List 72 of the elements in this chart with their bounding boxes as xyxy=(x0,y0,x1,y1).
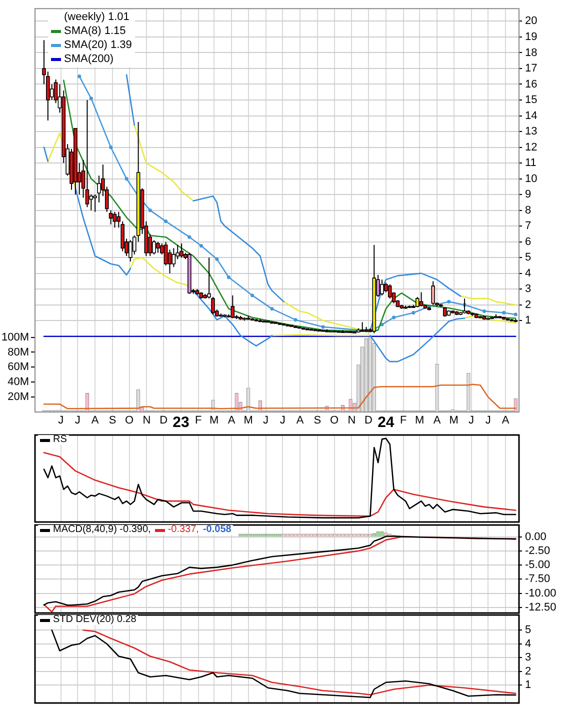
x-tick-label: D xyxy=(160,414,168,427)
y-tick-label: 18 xyxy=(525,46,538,59)
y2-tick-label: 60M xyxy=(8,361,29,374)
x-tick-label: A xyxy=(228,414,236,427)
y-tick-label: 12 xyxy=(525,141,538,154)
y-tick-label: -10.00 xyxy=(525,587,556,600)
y-tick-label: -2.50 xyxy=(525,544,550,557)
x-tick-label: A xyxy=(296,414,304,427)
x-tick-label: S xyxy=(108,414,116,427)
legend-label: MACD(8,40,9) -0.390, xyxy=(53,524,151,535)
y-tick-label: 5 xyxy=(525,252,532,264)
y-tick-label: 3 xyxy=(525,652,532,664)
y2-tick-label: 100M xyxy=(1,331,29,344)
y-tick-label: -7.50 xyxy=(525,573,550,586)
x-tick-label: J xyxy=(485,414,491,427)
x-tick-label: M xyxy=(415,414,424,427)
x-tick-label: M xyxy=(210,414,219,427)
y-tick-label: 4 xyxy=(525,267,532,280)
y-tick-label: 4 xyxy=(525,638,532,650)
y-tick-label: -5.00 xyxy=(525,559,550,572)
x-tick-label: O xyxy=(125,414,134,427)
x-tick-label: J xyxy=(280,414,286,427)
y-tick-label: 9 xyxy=(525,188,532,201)
legend-label: -0.337, xyxy=(168,524,199,535)
y-tick-label: 19 xyxy=(525,30,538,43)
x-tick-label: D xyxy=(364,414,373,427)
x-tick-label: F xyxy=(195,414,202,427)
y-tick-label: 1 xyxy=(525,679,532,692)
y-tick-label: 8 xyxy=(525,204,532,216)
y-tick-label: 10 xyxy=(525,172,538,185)
x-tick-label: O xyxy=(330,414,339,427)
y-tick-label: 14 xyxy=(525,110,538,122)
y-tick-label: 1 xyxy=(525,314,532,327)
y-tick-label: 3 xyxy=(525,283,532,296)
y-tick-label: 20 xyxy=(525,15,538,28)
x-tick-label: A xyxy=(91,414,100,427)
x-tick-label: M xyxy=(449,414,458,427)
x-tick-label: J xyxy=(263,414,269,427)
x-tick-label: F xyxy=(400,414,407,427)
y-tick-label: 2 xyxy=(525,298,532,311)
x-tick-label: N xyxy=(348,414,356,427)
y2-tick-label: 20M xyxy=(8,391,29,404)
y-tick-label: 13 xyxy=(525,126,538,138)
legend-label: RS xyxy=(53,434,67,445)
y-tick-label: -12.50 xyxy=(525,601,556,614)
y-tick-label: 11 xyxy=(525,157,536,170)
y2-tick-label: 80M xyxy=(8,346,29,358)
x-tick-label: A xyxy=(433,414,442,427)
annotation: -0.058 xyxy=(202,524,232,535)
y-tick-label: 2 xyxy=(525,665,532,678)
chart-title: (weekly) 1.01 xyxy=(63,10,130,24)
y-tick-label: 7 xyxy=(525,220,532,232)
x-tick-label: 24 xyxy=(378,414,395,432)
x-tick-label: A xyxy=(502,414,510,427)
x-tick-label: S xyxy=(314,414,322,427)
x-tick-label: J xyxy=(468,414,474,427)
y-tick-label: 5 xyxy=(525,624,532,636)
y-tick-label: 16 xyxy=(525,78,538,90)
legend-label: SMA(200) xyxy=(64,52,114,66)
y-tick-label: 6 xyxy=(525,236,532,248)
x-tick-label: 23 xyxy=(172,414,190,432)
x-tick-label: N xyxy=(142,414,151,427)
y2-tick-label: 40M xyxy=(8,376,29,388)
x-tick-label: M xyxy=(244,414,253,427)
x-tick-label: J xyxy=(74,414,80,427)
x-tick-label: J xyxy=(58,414,64,427)
legend-label: SMA(8) 1.15 xyxy=(64,24,126,38)
y-tick-label: 15 xyxy=(525,94,538,106)
legend-label: STD DEV(20) 0.28 xyxy=(53,614,136,625)
y-tick-label: 17 xyxy=(525,62,538,75)
y-tick-label: 0.00 xyxy=(525,530,546,543)
legend-label: SMA(20) 1.39 xyxy=(64,38,132,52)
